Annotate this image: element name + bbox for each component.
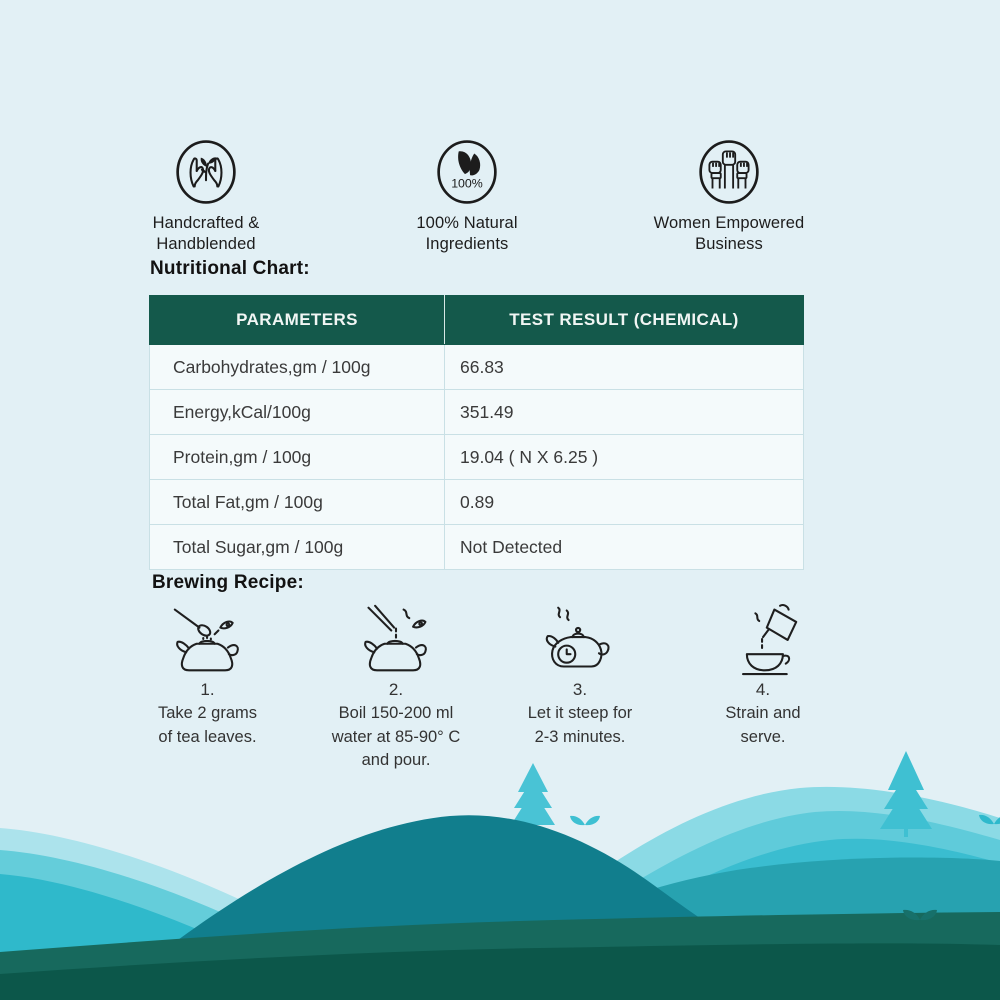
step-text: Let it steep for 2-3 minutes. (527, 704, 633, 746)
nutrition-chart-title: Nutritional Chart: (150, 258, 310, 279)
step-number: 2. (388, 680, 404, 699)
leaf-sprout-icon (979, 814, 1000, 825)
boiling-water-kettle-icon (364, 604, 427, 672)
table-row: Total Sugar,gm / 100g Not Detected (149, 524, 804, 570)
brewing-recipe-title: Brewing Recipe: (152, 572, 304, 593)
brewing-step-2: 2. Boil 150-200 ml water at 85-90° C and… (302, 602, 490, 773)
step-text: Strain and serve. (725, 704, 801, 746)
badge-natural-label: 100% Natural Ingredients (416, 214, 518, 253)
parameter-cell: Total Fat,gm / 100g (149, 479, 445, 525)
step-number: 4. (755, 680, 771, 699)
step-text: Take 2 grams of tea leaves. (157, 704, 258, 746)
brewing-step-4: 4. Strain and serve. (668, 602, 858, 749)
pour-into-cup-icon (742, 604, 798, 676)
step-text: Boil 150-200 ml water at 85-90° C and po… (331, 704, 461, 769)
result-cell: 19.04 ( N X 6.25 ) (444, 434, 804, 480)
natural-100-percent-icon: 100% (437, 140, 497, 204)
brewing-step-1: 1. Take 2 grams of tea leaves. (115, 602, 300, 749)
badge-natural: 100% 100% Natural Ingredients (377, 138, 557, 255)
nutrition-table: PARAMETERS TEST RESULT (CHEMICAL) Carboh… (149, 295, 804, 570)
brewing-step-3: 3. Let it steep for 2-3 minutes. (486, 602, 674, 749)
leaf-sprout-icon (903, 909, 937, 921)
steeping-teapot-timer-icon (545, 606, 610, 668)
badge-handcrafted: Handcrafted & Handblended (116, 138, 296, 255)
table-row: Total Fat,gm / 100g 0.89 (149, 479, 804, 525)
table-row: Carbohydrates,gm / 100g 66.83 (149, 344, 804, 390)
table-row: Energy,kCal/100g 351.49 (149, 389, 804, 435)
parameter-cell: Carbohydrates,gm / 100g (149, 344, 445, 390)
badge-natural-percent-text: 100% (451, 176, 483, 190)
badge-women-empowered: Women Empowered Business (626, 138, 832, 255)
parameter-cell: Energy,kCal/100g (149, 389, 445, 435)
result-cell: 66.83 (444, 344, 804, 390)
step-number: 3. (572, 680, 588, 699)
result-cell: Not Detected (444, 524, 804, 570)
front-green-dark (0, 943, 1000, 1000)
step-number: 1. (200, 680, 215, 699)
badge-handcrafted-label: Handcrafted & Handblended (152, 214, 260, 253)
leaf-sprout-icon (570, 815, 600, 826)
parameter-cell: Total Sugar,gm / 100g (149, 524, 445, 570)
nutrition-table-header-row: PARAMETERS TEST RESULT (CHEMICAL) (149, 295, 804, 345)
raised-fists-icon (699, 140, 759, 204)
hands-holding-sprout-icon (176, 140, 236, 204)
parameter-cell: Protein,gm / 100g (149, 434, 445, 480)
column-header-test-result: TEST RESULT (CHEMICAL) (444, 295, 804, 345)
column-header-parameters: PARAMETERS (149, 295, 445, 345)
result-cell: 351.49 (444, 389, 804, 435)
table-row: Protein,gm / 100g 19.04 ( N X 6.25 ) (149, 434, 804, 480)
teal-hills-scenery (0, 751, 1000, 1000)
pine-tree-icon (880, 751, 932, 837)
spoon-tea-leaves-kettle-icon (173, 608, 239, 672)
badge-women-empowered-label: Women Empowered Business (653, 214, 805, 253)
result-cell: 0.89 (444, 479, 804, 525)
